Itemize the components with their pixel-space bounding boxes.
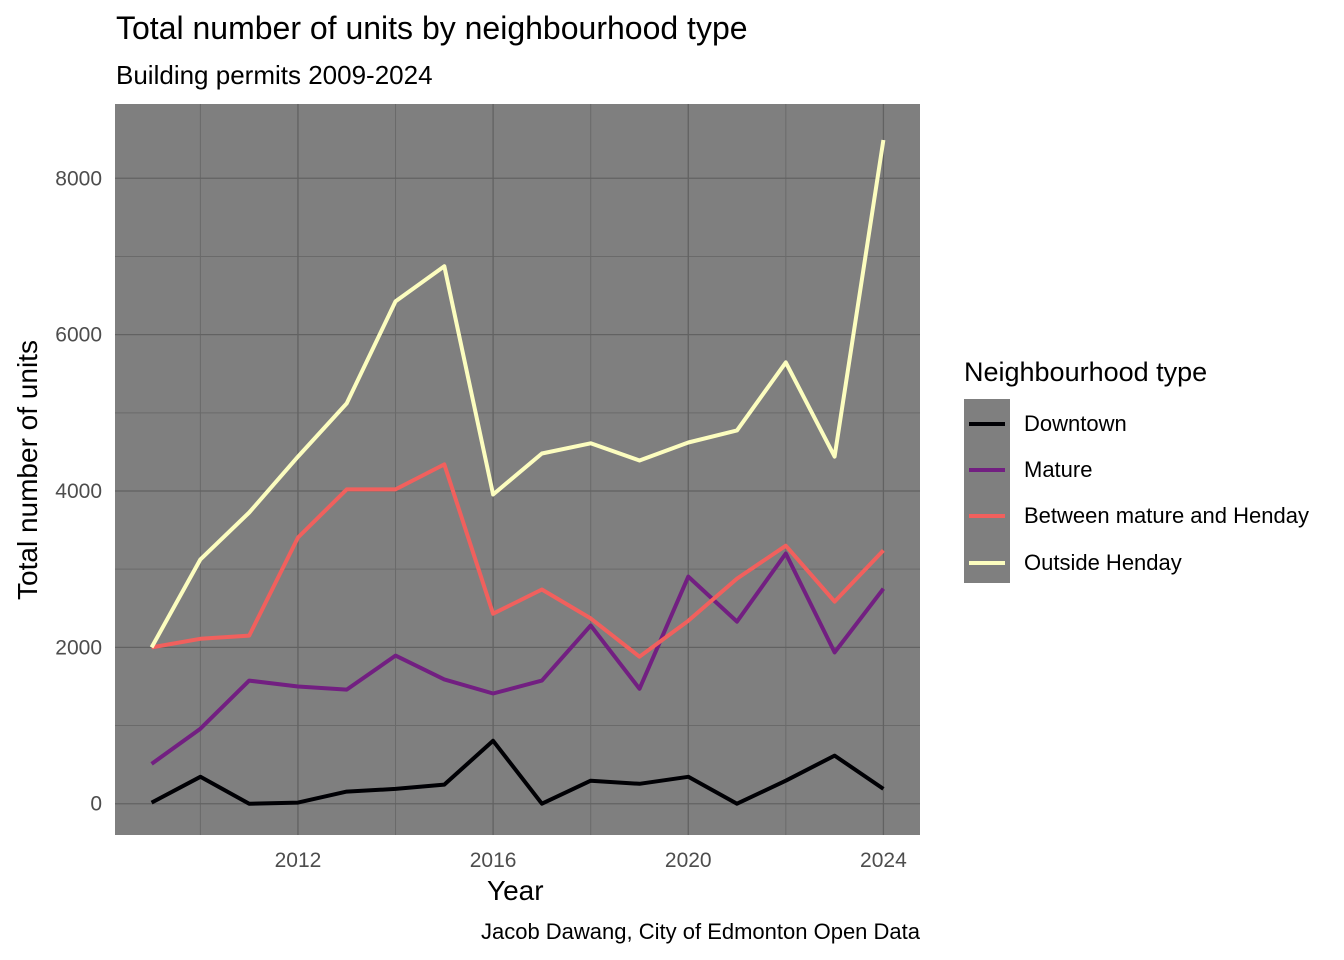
- x-tick-label: 2012: [275, 849, 322, 872]
- series-line-outside-henday: [149, 139, 886, 649]
- y-tick-label: 8000: [55, 167, 102, 190]
- series-line-between-mature-and-henday: [151, 462, 885, 659]
- chart-subtitle: Building permits 2009-2024: [116, 60, 433, 90]
- y-tick-label: 6000: [55, 324, 102, 347]
- axis-ticks: 2012 2016 2020 2024 0 2000 4000 6000 8000: [55, 167, 907, 872]
- x-tick-label: 2024: [860, 849, 907, 872]
- legend-label-mature: Mature: [1024, 457, 1093, 482]
- legend-label-outside: Outside Henday: [1024, 550, 1182, 575]
- series-line-downtown: [150, 738, 885, 806]
- y-axis-label: Total number of units: [12, 340, 43, 600]
- series-lines: [149, 139, 886, 806]
- legend-title: Neighbourhood type: [964, 357, 1208, 387]
- legend-label-between: Between mature and Henday: [1024, 503, 1309, 528]
- legend-label-downtown: Downtown: [1024, 411, 1127, 436]
- y-tick-label: 4000: [55, 480, 102, 503]
- x-tick-label: 2016: [470, 849, 517, 872]
- chart-caption: Jacob Dawang, City of Edmonton Open Data: [480, 919, 920, 944]
- x-tick-label: 2020: [665, 849, 712, 872]
- gridlines: [115, 104, 920, 835]
- chart-title: Total number of units by neighbourhood t…: [116, 10, 748, 46]
- series-line-mature: [150, 551, 885, 766]
- legend-keys: [969, 422, 1005, 565]
- legend-key-background: [964, 399, 1010, 583]
- y-tick-label: 0: [90, 793, 102, 816]
- y-tick-label: 2000: [55, 636, 102, 659]
- x-axis-label: Year: [487, 875, 544, 906]
